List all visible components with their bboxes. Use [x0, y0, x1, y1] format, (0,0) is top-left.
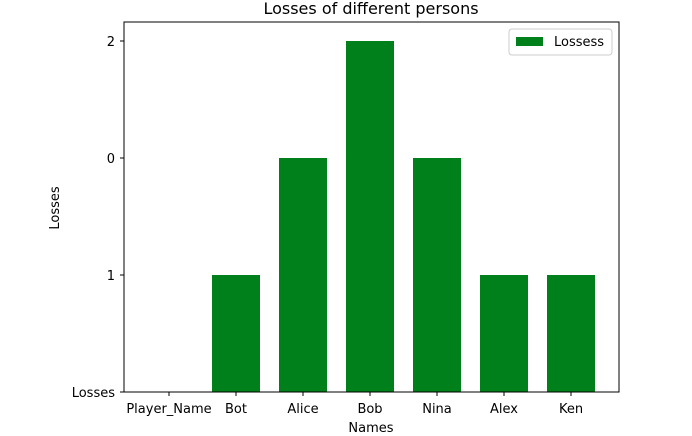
- y-tick-label: 1: [107, 269, 115, 284]
- x-tick-label: Alex: [490, 402, 518, 417]
- x-tick-label: Player_Name: [126, 402, 211, 417]
- x-tick-label: Nina: [422, 402, 452, 417]
- y-tick-label: 0: [107, 152, 115, 167]
- x-axis-label: Names: [348, 421, 393, 436]
- x-tick-label: Ken: [559, 402, 583, 417]
- legend-swatch: [516, 37, 543, 46]
- chart-title: Losses of different persons: [263, 0, 478, 18]
- bar-alex: [480, 275, 528, 392]
- legend-label: Lossess: [554, 35, 604, 50]
- x-tick-label: Alice: [287, 402, 318, 417]
- y-axis-label: Losses: [48, 186, 63, 230]
- bar-alice: [279, 158, 327, 392]
- x-tick-label: Bob: [357, 402, 382, 417]
- plot-frame: [123, 21, 620, 393]
- bars-group: [212, 41, 595, 392]
- legend: Lossess: [508, 28, 613, 56]
- legend-box: [508, 28, 613, 56]
- bar-bot: [212, 275, 260, 392]
- bar-ken: [547, 275, 595, 392]
- y-axis: Losses 1 0 2: [72, 35, 124, 401]
- y-tick-label: 2: [107, 35, 115, 50]
- bar-nina: [413, 158, 461, 392]
- x-tick-label: Bot: [225, 402, 247, 417]
- y-tick-label: Losses: [72, 386, 116, 401]
- bar-bob: [346, 41, 394, 392]
- x-axis: Player_Name Bot Alice Bob Nina Alex Ken: [126, 392, 583, 417]
